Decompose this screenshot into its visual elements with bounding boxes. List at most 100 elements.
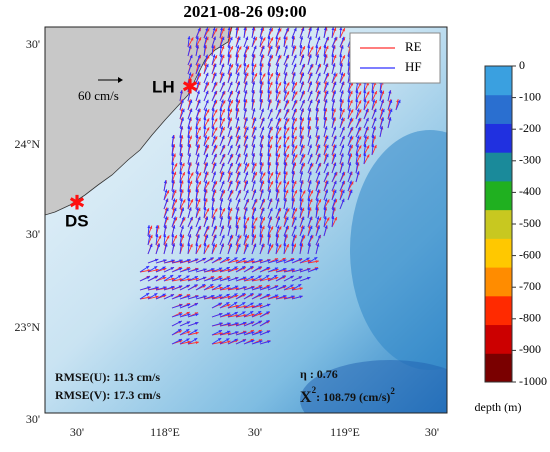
vector-head xyxy=(260,189,264,193)
vector-head xyxy=(275,36,279,40)
vector-head xyxy=(275,81,279,85)
vector-head xyxy=(315,108,319,112)
vector-head xyxy=(243,63,247,67)
vector-head xyxy=(253,45,257,50)
vector-head xyxy=(243,331,247,335)
vector-head xyxy=(274,294,279,298)
vector-head xyxy=(249,293,254,296)
vector-head xyxy=(225,257,230,260)
vector-head xyxy=(277,216,281,220)
vector-head xyxy=(276,99,280,103)
vector-head xyxy=(220,126,224,130)
vector-head xyxy=(196,153,200,157)
colorbar-band xyxy=(485,324,512,354)
x-tick-label: 30' xyxy=(248,425,262,439)
vector-head xyxy=(221,36,225,41)
vector-head xyxy=(205,162,209,166)
vector-head xyxy=(222,208,225,212)
vector-head xyxy=(261,45,265,50)
vector-head xyxy=(317,36,321,40)
vector-head xyxy=(211,277,215,280)
vector-head xyxy=(205,234,209,239)
vector-head xyxy=(197,63,201,68)
vector-head xyxy=(251,339,255,343)
vector-head xyxy=(190,73,194,77)
vector-head xyxy=(277,72,281,77)
vector-head xyxy=(333,72,336,76)
vector-head xyxy=(234,285,239,289)
vector-head xyxy=(277,90,281,95)
vector-head xyxy=(220,189,224,193)
vector-head xyxy=(278,181,282,185)
vector-head xyxy=(293,108,297,112)
vector-head xyxy=(323,117,327,121)
vector-head xyxy=(323,216,327,220)
vector-head xyxy=(307,126,311,130)
vector-head xyxy=(268,54,272,58)
vector-head xyxy=(286,127,290,131)
vector-head xyxy=(205,27,209,31)
vector-head xyxy=(243,54,247,58)
vector-head xyxy=(186,312,190,315)
vector-head xyxy=(227,54,231,58)
vector-head xyxy=(166,235,170,239)
vector-head xyxy=(267,180,271,184)
vector-head xyxy=(235,331,239,335)
vector-head xyxy=(226,293,230,297)
vector-head xyxy=(179,198,183,202)
vector-head xyxy=(221,45,225,50)
vector-head xyxy=(286,154,289,158)
x-tick-label: 30' xyxy=(70,425,84,439)
vector-head xyxy=(349,180,352,184)
vector-head xyxy=(170,267,174,270)
vector-head xyxy=(187,135,191,139)
vector-head xyxy=(365,135,369,140)
vector-head xyxy=(196,234,200,238)
vector-head xyxy=(307,45,311,49)
vector-head xyxy=(260,171,264,175)
vector-head xyxy=(219,286,223,290)
vector-head xyxy=(251,331,255,335)
vector-head xyxy=(195,295,199,299)
station-marker: ✱ xyxy=(182,77,199,99)
vector-head xyxy=(315,267,319,271)
vector-head xyxy=(178,320,182,324)
vector-head xyxy=(186,275,190,279)
vector-head xyxy=(219,117,223,121)
vector-head xyxy=(302,154,306,158)
vector-head xyxy=(286,244,289,248)
vector-head xyxy=(325,90,329,95)
vector-head xyxy=(196,207,200,211)
vector-head xyxy=(251,153,255,157)
vector-head xyxy=(214,109,218,113)
vector-head xyxy=(237,243,241,248)
vector-head xyxy=(243,108,247,112)
vector-head xyxy=(371,135,375,139)
vector-head xyxy=(333,54,337,59)
vector-head xyxy=(301,90,305,94)
vector-head xyxy=(363,144,367,148)
vector-head xyxy=(275,189,279,193)
vector-head xyxy=(179,313,183,317)
vector-head xyxy=(277,27,281,32)
vector-head xyxy=(254,73,257,77)
vector-head xyxy=(282,285,286,288)
vector-head xyxy=(260,27,264,31)
vector-head xyxy=(261,126,265,131)
vector-head xyxy=(244,72,248,76)
vector-head xyxy=(204,171,208,175)
vector-head xyxy=(147,234,151,238)
vector-head xyxy=(284,45,288,49)
vector-head xyxy=(227,27,231,31)
vector-head xyxy=(350,181,354,185)
vector-head xyxy=(259,72,263,76)
vector-head xyxy=(178,285,183,289)
vector-head xyxy=(219,313,223,316)
vector-head xyxy=(204,36,208,40)
vector-head xyxy=(267,99,271,103)
vector-head xyxy=(171,180,175,184)
vector-head xyxy=(198,172,202,176)
vector-head xyxy=(217,257,222,260)
vector-head xyxy=(267,153,271,157)
vector-head xyxy=(276,126,280,130)
